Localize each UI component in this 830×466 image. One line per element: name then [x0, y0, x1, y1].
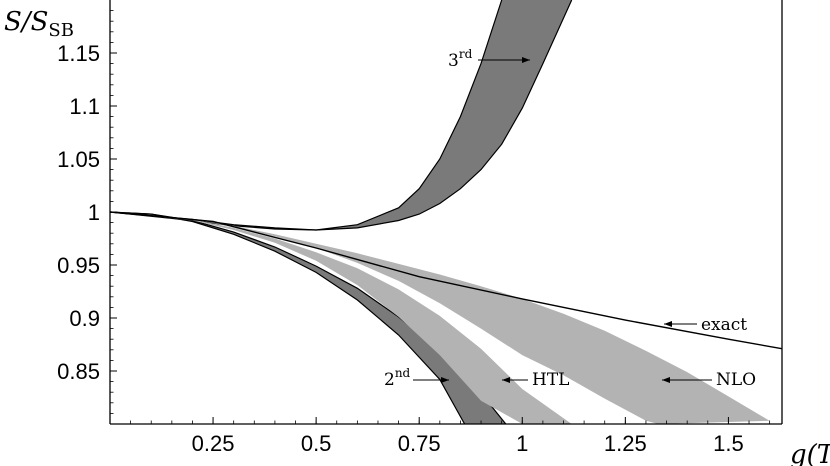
x-axis-label: g(T) [790, 440, 830, 466]
x-tick-label: 0.75 [398, 431, 441, 456]
y-tick-label: 0.85 [57, 359, 100, 384]
band-2nd [110, 212, 506, 424]
x-tick-label: 1.25 [604, 431, 647, 456]
annotation-label: NLO [716, 370, 756, 390]
band-htl [110, 212, 572, 424]
annotation-label: 3rd [448, 47, 473, 71]
annotation-nlo: NLO [662, 370, 756, 390]
annotation-arrowhead [441, 377, 449, 383]
x-tick-label: 1 [516, 431, 528, 456]
band-nlo [110, 212, 770, 424]
annotation-arrowhead [522, 57, 530, 63]
annotation-htl: HTL [502, 370, 569, 390]
band-3rd [110, 0, 572, 230]
lines-layer [110, 211, 782, 350]
y-tick-label: 1 [88, 200, 100, 225]
annotation-label: 2nd [384, 366, 411, 390]
annotation-label: HTL [532, 370, 569, 390]
x-tick-label: 1.5 [713, 431, 744, 456]
y-tick-label: 1.1 [69, 94, 100, 119]
y-tick-label: 0.95 [57, 253, 100, 278]
annotation-2nd: 2nd [384, 366, 449, 390]
annotation-3rd: 3rd [448, 47, 530, 71]
band-3rd-edge-lower [110, 0, 573, 231]
annotation-exact: exact [664, 315, 747, 335]
annotation-arrowhead [502, 377, 510, 383]
annotation-label: exact [701, 315, 747, 335]
axes-layer: 0.25 0.5 0.75 1 1.25 1.5 0.85 0.9 0.95 1 1.05 1.1 1.… [4, 0, 830, 466]
y-axis-label: S/SSB [4, 7, 74, 41]
x-tick-label: 0.25 [192, 431, 235, 456]
y-tick-label: 0.9 [69, 306, 100, 331]
annotations-layer: 3rd 2nd HTL NLO exact [384, 47, 756, 390]
exact-line [110, 211, 782, 350]
x-tick-label: 0.5 [301, 431, 332, 456]
bands-layer [110, 0, 770, 424]
annotation-arrowhead [664, 321, 672, 327]
annotation-arrowhead [662, 377, 670, 383]
y-tick-label: 1.05 [57, 147, 100, 172]
y-tick-label: 1.15 [57, 41, 100, 66]
